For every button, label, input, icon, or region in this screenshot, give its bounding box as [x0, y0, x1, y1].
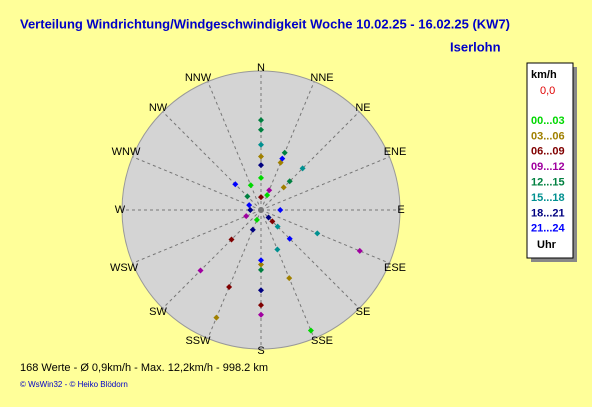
chart-subtitle: Iserlohn [450, 39, 501, 54]
data-point [226, 284, 233, 291]
legend-entry: 21...24 [531, 223, 566, 235]
data-point [258, 162, 264, 169]
direction-label: SSE [311, 335, 333, 347]
footer: 168 Werte - Ø 0,9km/h - Max. 12,2km/h - … [20, 362, 268, 374]
radial-line [260, 209, 315, 339]
data-point [213, 314, 220, 321]
data-point [258, 141, 264, 148]
direction-label: NNE [310, 72, 333, 84]
data-point [243, 213, 250, 220]
data-point [314, 230, 321, 237]
radial-line [132, 209, 262, 264]
data-point [258, 261, 264, 268]
data-point [258, 257, 264, 264]
data-point [258, 117, 264, 124]
direction-label: SW [149, 306, 167, 318]
data-point [258, 266, 264, 273]
data-point [299, 165, 306, 172]
data-point [356, 247, 363, 254]
data-point [277, 207, 284, 213]
radial-line [207, 81, 262, 211]
radial-line [260, 81, 315, 211]
data-point [258, 174, 264, 181]
data-point [266, 187, 273, 194]
legend-entry: 18...21 [531, 207, 565, 219]
legend-entry: 00...03 [531, 115, 565, 127]
legend-calm: 0,0 [540, 85, 555, 97]
legend-entry: 09...12 [531, 161, 565, 173]
direction-label: SE [356, 306, 371, 318]
data-point [274, 246, 281, 253]
data-point [247, 182, 254, 189]
chart-title: Verteilung Windrichtung/Windgeschwindigk… [20, 16, 510, 31]
data-point [265, 214, 272, 221]
data-point [258, 126, 264, 133]
data-point [279, 155, 286, 162]
direction-label: NE [355, 102, 370, 114]
legend-box [526, 62, 574, 259]
radial-line [162, 111, 262, 211]
data-point [281, 149, 288, 156]
direction-label: SSW [185, 335, 211, 347]
data-point [253, 216, 260, 223]
data-point [286, 178, 293, 185]
data-point [280, 184, 287, 191]
radial-line [260, 156, 390, 211]
legend-entry: 03...06 [531, 130, 565, 142]
data-point [286, 275, 293, 282]
data-point [264, 192, 271, 199]
direction-label: ENE [384, 146, 407, 158]
data-point [258, 302, 264, 309]
legend-unit: Uhr [537, 239, 557, 251]
direction-label: NNW [185, 72, 212, 84]
data-point [258, 194, 264, 201]
credit: © WsWin32 - © Heiko Blödorn [20, 380, 128, 389]
data-point [228, 236, 235, 243]
data-point [258, 153, 264, 160]
legend-title: km/h [531, 69, 557, 81]
data-point [197, 267, 204, 274]
radial-line [260, 111, 360, 211]
radial-line [260, 209, 360, 309]
direction-label: NW [149, 102, 168, 114]
data-point [232, 181, 239, 188]
legend-entry: 15...18 [531, 192, 565, 204]
radial-line [132, 156, 262, 211]
data-point [258, 311, 264, 318]
direction-label: ESE [384, 262, 406, 274]
radial-line [260, 209, 390, 264]
direction-label: N [257, 62, 265, 74]
data-point [244, 193, 251, 200]
direction-label: W [115, 204, 126, 216]
data-point [269, 218, 276, 225]
data-point [247, 207, 254, 213]
data-point [249, 226, 256, 233]
data-point [246, 202, 253, 209]
direction-label: S [257, 345, 264, 357]
legend-entry: 12...15 [531, 177, 565, 189]
data-point [307, 327, 314, 334]
direction-label: E [397, 204, 404, 216]
data-point [286, 235, 293, 242]
direction-label: WNW [112, 146, 141, 158]
direction-label: WSW [110, 262, 139, 274]
radial-line [162, 209, 262, 309]
data-point [274, 223, 281, 230]
legend-entry: 06...09 [531, 146, 565, 158]
data-point [258, 287, 264, 294]
